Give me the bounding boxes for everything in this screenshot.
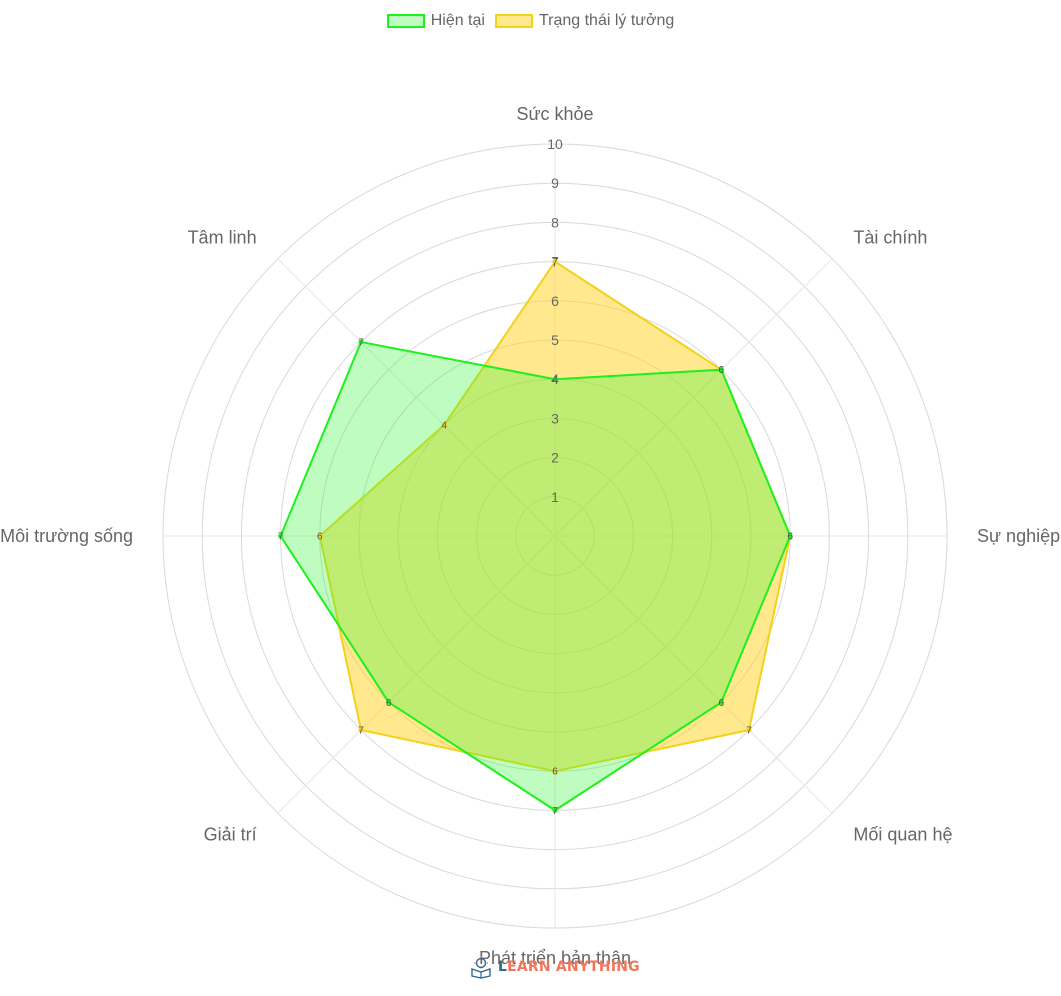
data-label: 6 bbox=[552, 767, 558, 778]
category-label: Giải trí bbox=[204, 824, 257, 844]
data-point bbox=[787, 533, 793, 539]
category-label: Mối quan hệ bbox=[853, 824, 952, 844]
category-label: Phát triển bản thân bbox=[479, 948, 631, 968]
category-label: Sự nghiệp bbox=[977, 526, 1060, 546]
brand-logo: LEARN ANYTHING bbox=[470, 955, 640, 979]
data-point bbox=[552, 376, 558, 382]
category-label: Môi trường sống bbox=[0, 526, 133, 546]
data-label: 6 bbox=[719, 365, 725, 376]
tick-label: 1 bbox=[551, 489, 559, 505]
legend-item-ideal[interactable]: Trạng thái lý tưởng bbox=[494, 12, 675, 30]
data-point bbox=[386, 699, 392, 705]
tick-label: 6 bbox=[551, 293, 559, 309]
series-polygon-current bbox=[279, 340, 792, 812]
data-label: 6 bbox=[386, 698, 392, 709]
tick-label: 8 bbox=[551, 214, 559, 230]
data-label: 7 bbox=[278, 532, 284, 543]
tick-label: 5 bbox=[551, 332, 559, 348]
category-label: Tài chính bbox=[853, 228, 927, 248]
legend-label-ideal: Trạng thái lý tưởng bbox=[538, 12, 675, 29]
category-label: Tâm linh bbox=[188, 228, 257, 248]
tick-label: 2 bbox=[551, 450, 559, 466]
data-label: 7 bbox=[746, 726, 752, 737]
data-label: 6 bbox=[787, 532, 793, 543]
book-bulb-icon bbox=[471, 956, 491, 979]
tick-label: 3 bbox=[551, 410, 559, 426]
data-label: 6 bbox=[719, 698, 725, 709]
legend-item-current[interactable]: Hiện tại bbox=[386, 12, 485, 30]
data-point bbox=[317, 533, 323, 539]
tick-label: 9 bbox=[551, 175, 559, 191]
legend: Hiện tại Trạng thái lý tưởng bbox=[0, 12, 1061, 30]
brand-name: LEARN ANYTHING bbox=[498, 959, 640, 975]
data-label: 6 bbox=[317, 532, 323, 543]
legend-swatch-ideal bbox=[494, 14, 533, 28]
data-point bbox=[441, 422, 447, 428]
category-label: Sức khỏe bbox=[516, 104, 593, 124]
data-point bbox=[718, 699, 724, 705]
data-label: 4 bbox=[441, 421, 447, 432]
data-point bbox=[552, 807, 558, 813]
data-label: 4 bbox=[552, 375, 558, 386]
legend-swatch-current bbox=[386, 14, 425, 28]
legend-label-current: Hiện tại bbox=[430, 12, 485, 29]
data-label: 7 bbox=[552, 257, 558, 268]
data-point bbox=[552, 768, 558, 774]
data-point bbox=[358, 339, 364, 345]
data-point bbox=[718, 367, 724, 373]
data-label: 7 bbox=[358, 726, 364, 737]
data-point bbox=[278, 533, 284, 539]
data-point bbox=[746, 727, 752, 733]
data-label: 7 bbox=[358, 337, 364, 348]
data-point bbox=[358, 727, 364, 733]
data-label: 7 bbox=[552, 806, 558, 817]
data-point bbox=[552, 259, 558, 265]
tick-label: 10 bbox=[547, 136, 563, 152]
